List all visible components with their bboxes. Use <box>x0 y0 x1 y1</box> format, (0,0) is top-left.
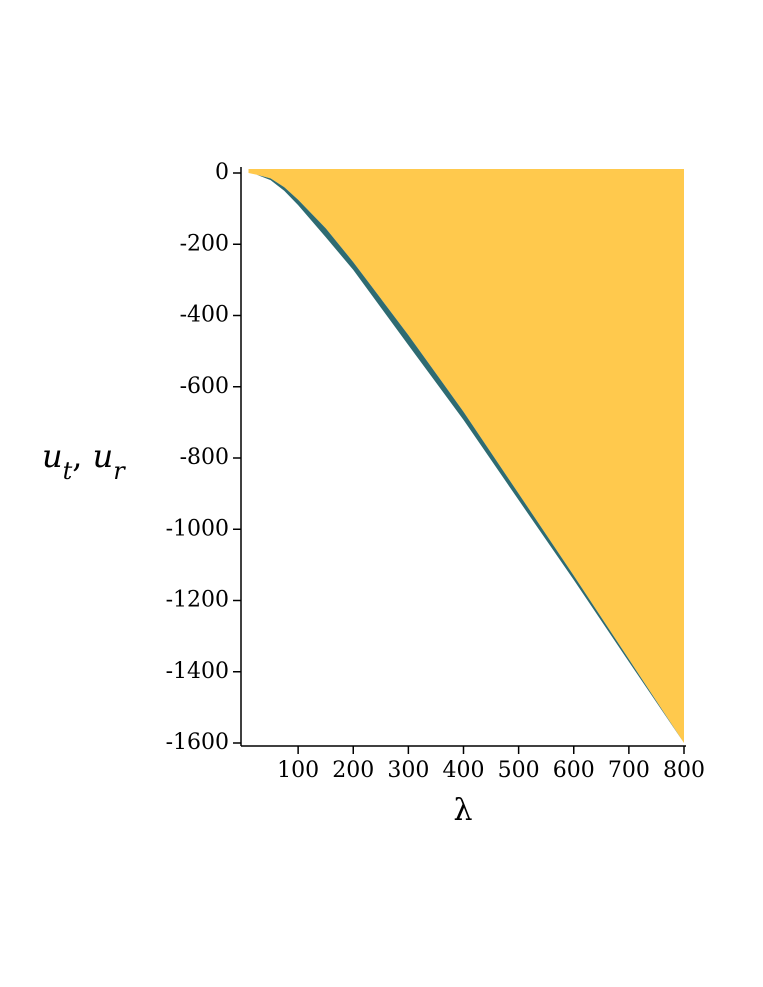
y-axis-label: ut, ur <box>42 437 126 485</box>
y-label-part: u <box>93 437 114 475</box>
y-tick-label: -1000 <box>166 516 229 541</box>
x-tick-label: 600 <box>553 758 595 783</box>
y-tick-label: -1600 <box>166 730 229 755</box>
x-tick-label: 200 <box>332 758 374 783</box>
area <box>248 169 684 743</box>
x-tick-label: 300 <box>387 758 429 783</box>
x-tick-label: 100 <box>277 758 319 783</box>
y-tick-label: -400 <box>180 303 229 328</box>
x-tick-label: 500 <box>498 758 540 783</box>
y-tick-label: -600 <box>180 374 229 399</box>
x-tick-label: 800 <box>663 758 705 783</box>
y-tick-label: -800 <box>180 445 229 470</box>
y-label-sub: r <box>113 457 126 485</box>
y-label-sub: t <box>63 457 73 485</box>
y-label-part: , <box>72 437 92 475</box>
x-axis-label: λ <box>453 793 472 828</box>
y-tick-label: -1400 <box>166 659 229 684</box>
x-tick-label: 400 <box>443 758 485 783</box>
y-label-part: u <box>42 437 63 475</box>
y-tick-label: -200 <box>180 231 229 256</box>
y-tick-label: 0 <box>215 160 229 185</box>
x-tick-label: 700 <box>608 758 650 783</box>
y-tick-label: -1200 <box>166 588 229 613</box>
